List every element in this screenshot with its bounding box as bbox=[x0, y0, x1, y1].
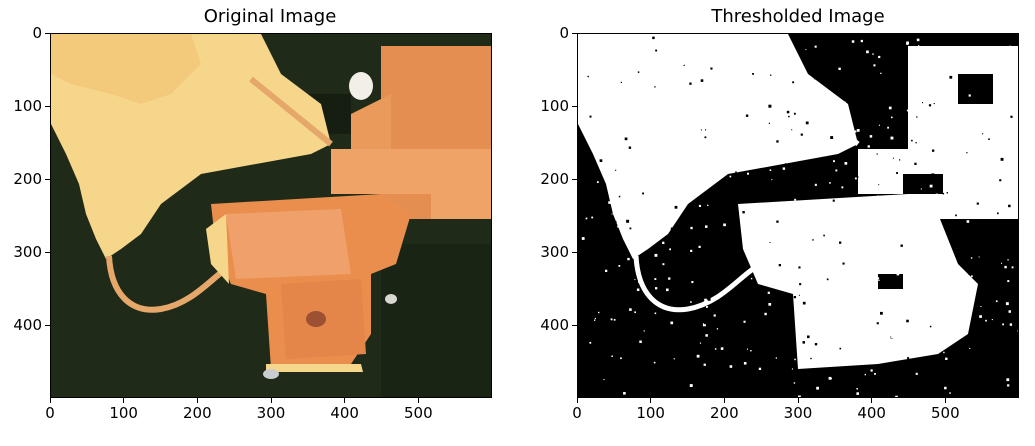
original-x-tick bbox=[417, 398, 419, 403]
original-y-tick bbox=[45, 178, 50, 180]
thresholded-y-tick-label: 300 bbox=[540, 243, 569, 261]
original-y-tick bbox=[45, 32, 50, 34]
thresholded-y-tick-label: 0 bbox=[559, 24, 569, 42]
thresholded-x-tick bbox=[797, 398, 799, 403]
thresholded-x-tick bbox=[944, 398, 946, 403]
original-x-tick-label: 0 bbox=[45, 404, 55, 422]
original-x-tick-label: 300 bbox=[256, 404, 286, 422]
thresholded-y-tick-label: 200 bbox=[540, 170, 569, 188]
original-satellite-image bbox=[51, 34, 491, 397]
thresholded-y-tick bbox=[572, 251, 577, 253]
original-y-tick bbox=[45, 251, 50, 253]
thresholded-x-tick bbox=[723, 398, 725, 403]
thresholded-y-tick bbox=[572, 32, 577, 34]
thresholded-x-tick-label: 200 bbox=[710, 404, 739, 422]
original-x-tick bbox=[123, 398, 125, 403]
original-image-frame bbox=[50, 33, 492, 398]
original-x-tick-label: 500 bbox=[404, 404, 433, 422]
thresholded-y-tick-label: 100 bbox=[540, 97, 569, 115]
thresholded-y-tick-label: 400 bbox=[540, 316, 569, 334]
thresholded-y-tick bbox=[572, 324, 577, 326]
original-x-tick-label: 200 bbox=[183, 404, 212, 422]
thresholded-x-tick bbox=[576, 398, 578, 403]
original-x-tick bbox=[196, 398, 198, 403]
thresholded-image-title: Thresholded Image bbox=[711, 6, 885, 27]
thresholded-x-tick-label: 300 bbox=[783, 404, 813, 422]
original-image-title: Original Image bbox=[203, 6, 337, 27]
original-y-tick bbox=[45, 324, 50, 326]
thresholded-x-tick-label: 0 bbox=[572, 404, 582, 422]
thresholded-y-tick bbox=[572, 178, 577, 180]
thresholded-x-tick bbox=[650, 398, 652, 403]
thresholded-x-tick-label: 400 bbox=[857, 404, 886, 422]
original-x-tick bbox=[344, 398, 346, 403]
thresholded-binary-image bbox=[578, 34, 1018, 397]
thresholded-y-tick bbox=[572, 105, 577, 107]
original-y-tick-label: 0 bbox=[32, 24, 42, 42]
original-x-tick bbox=[270, 398, 272, 403]
thresholded-x-tick bbox=[871, 398, 873, 403]
original-x-tick bbox=[49, 398, 51, 403]
original-y-tick-label: 300 bbox=[13, 243, 42, 261]
thresholded-x-tick-label: 500 bbox=[931, 404, 960, 422]
original-y-tick-label: 200 bbox=[13, 170, 42, 188]
original-x-tick-label: 100 bbox=[109, 404, 138, 422]
original-y-tick-label: 100 bbox=[13, 97, 42, 115]
original-y-tick bbox=[45, 105, 50, 107]
original-x-tick-label: 400 bbox=[330, 404, 359, 422]
thresholded-x-tick-label: 100 bbox=[636, 404, 665, 422]
thresholded-image-frame bbox=[577, 33, 1019, 398]
original-y-tick-label: 400 bbox=[13, 316, 42, 334]
